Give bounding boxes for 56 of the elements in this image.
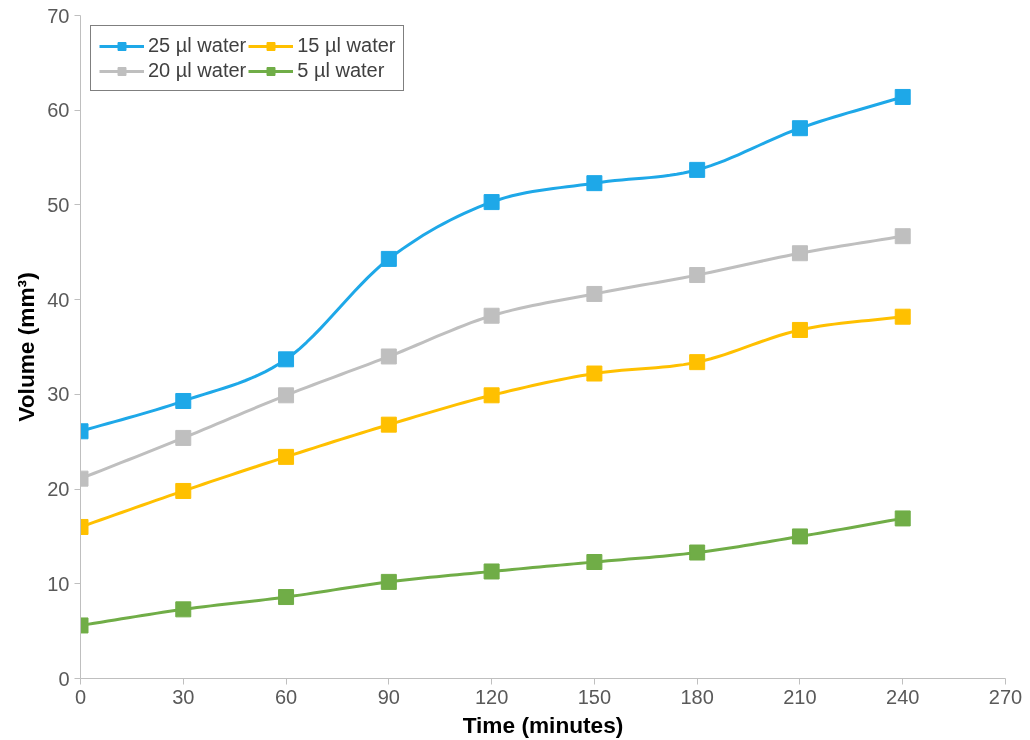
legend-label: 25 µl water <box>148 34 247 57</box>
point <box>586 285 603 302</box>
point <box>175 482 192 499</box>
y-tick-label: 20 <box>47 478 70 501</box>
point <box>894 510 911 527</box>
point <box>586 175 603 192</box>
legend-label: 5 µl water <box>297 59 385 82</box>
point <box>483 563 500 580</box>
point <box>483 194 500 211</box>
point <box>791 120 808 137</box>
x-tick-label: 90 <box>377 685 400 708</box>
y-tick-label: 0 <box>58 667 70 690</box>
point <box>175 392 192 409</box>
x-tick-label: 210 <box>783 685 817 708</box>
x-tick-label: 0 <box>74 685 87 708</box>
point <box>380 573 397 590</box>
point <box>380 348 397 365</box>
point <box>791 245 808 262</box>
point <box>175 429 192 446</box>
y-tick-label: 60 <box>47 99 70 122</box>
x-tick-label: 240 <box>886 685 920 708</box>
y-tick-label: 30 <box>47 383 70 406</box>
point <box>380 250 397 267</box>
point <box>278 387 295 404</box>
point <box>689 544 706 561</box>
x-tick-label: 180 <box>680 685 714 708</box>
point <box>175 601 192 618</box>
point <box>689 354 706 371</box>
point <box>483 387 500 404</box>
x-tick-label: 30 <box>172 685 195 708</box>
x-tick-label: 270 <box>988 685 1023 708</box>
point <box>278 448 295 465</box>
point <box>894 228 911 245</box>
y-tick-label: 50 <box>47 193 70 216</box>
point <box>689 267 706 284</box>
y-axis-title: Volume (mm³) <box>13 272 40 422</box>
x-tick-label: 150 <box>577 685 612 708</box>
y-tick-label: 40 <box>47 288 70 311</box>
x-tick-label: 60 <box>274 685 298 708</box>
point <box>689 161 706 178</box>
x-axis-title: Time (minutes) <box>462 711 624 738</box>
point <box>791 321 808 338</box>
point <box>586 554 603 570</box>
point <box>894 308 911 325</box>
legend-label: 20 µl water <box>148 59 247 82</box>
point <box>894 88 911 105</box>
point <box>380 416 397 433</box>
point <box>586 365 603 382</box>
y-tick-label: 70 <box>47 4 70 27</box>
point <box>278 589 295 606</box>
point <box>278 351 295 368</box>
x-tick-label: 120 <box>474 685 509 708</box>
point <box>483 307 500 324</box>
point <box>791 528 808 545</box>
legend-label: 15 µl water <box>297 34 396 57</box>
y-tick-label: 10 <box>47 572 70 595</box>
